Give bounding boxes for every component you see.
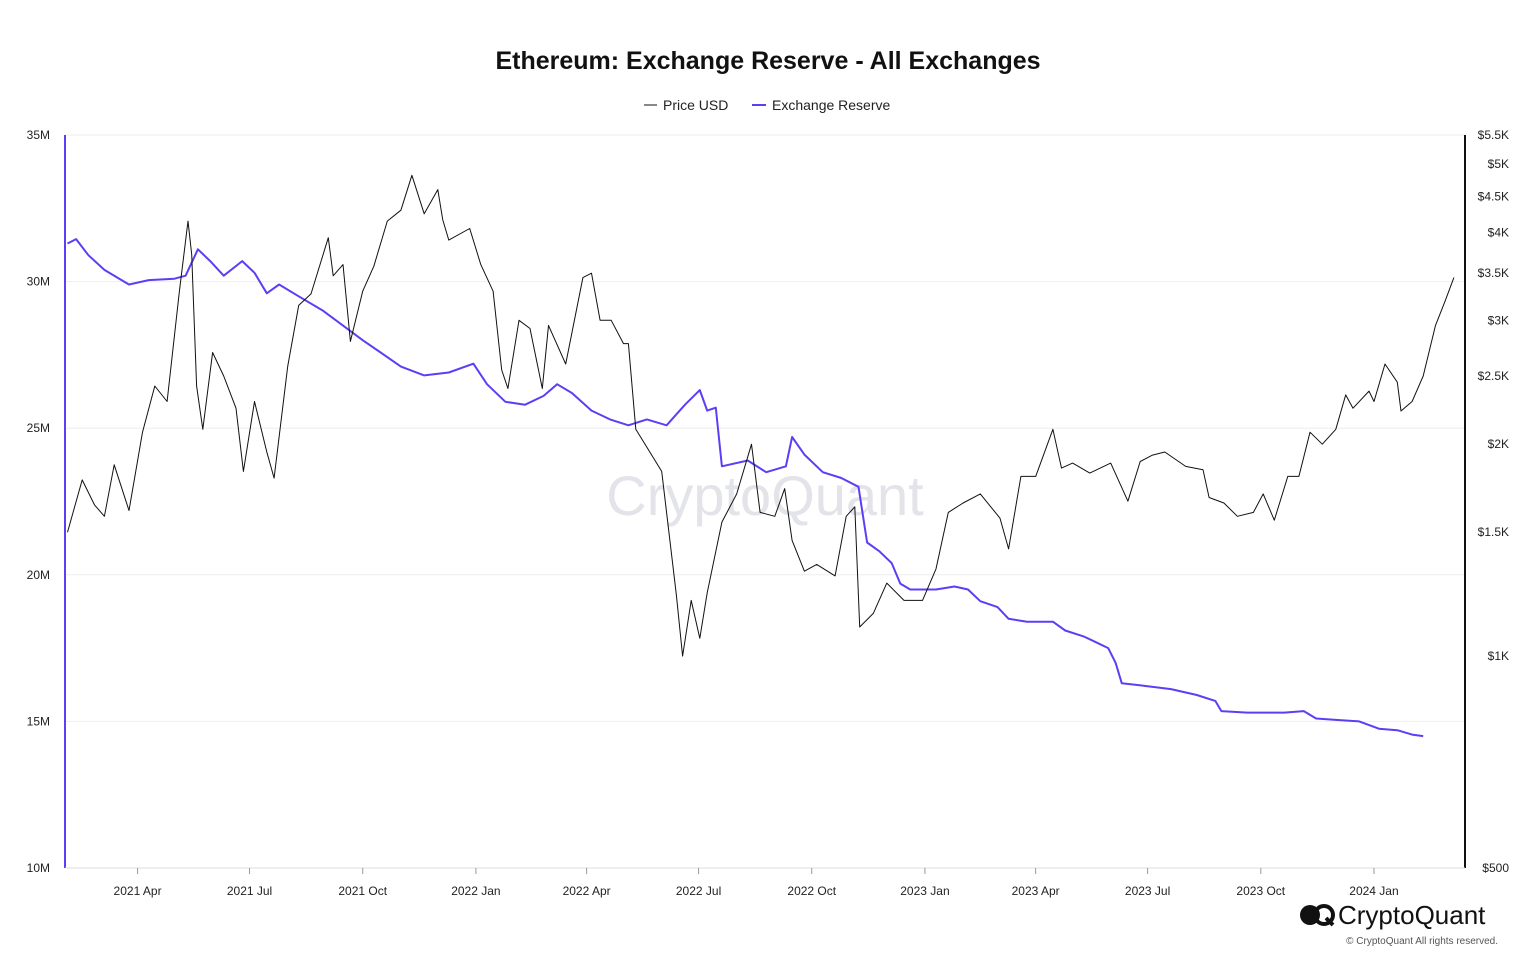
watermark: CryptoQuant xyxy=(606,464,924,527)
x-tick-label: 2021 Apr xyxy=(114,884,162,898)
left-tick-label: 25M xyxy=(27,421,50,435)
x-tick-label: 2023 Jan xyxy=(900,884,949,898)
left-y-axis: 10M 15M 20M 25M 30M 35M xyxy=(27,128,50,875)
x-tick-label: 2022 Oct xyxy=(787,884,836,898)
left-tick-label: 20M xyxy=(27,568,50,582)
x-tick-label: 2022 Jul xyxy=(676,884,721,898)
brand-block: CryptoQuant © CryptoQuant All rights res… xyxy=(1300,900,1498,947)
x-tick-label: 2024 Jan xyxy=(1349,884,1398,898)
right-tick-label: $5K xyxy=(1488,157,1509,171)
right-tick-label: $1K xyxy=(1488,649,1509,663)
left-tick-label: 15M xyxy=(27,714,50,728)
right-tick-label: $500 xyxy=(1482,861,1509,875)
left-tick-label: 35M xyxy=(27,128,50,142)
right-tick-label: $5.5K xyxy=(1478,128,1509,142)
right-tick-label: $4.5K xyxy=(1478,189,1509,203)
right-tick-label: $2K xyxy=(1488,437,1509,451)
exchange-reserve-line xyxy=(67,238,1424,738)
x-tick-label: 2022 Jan xyxy=(451,884,500,898)
x-tick-label: 2023 Apr xyxy=(1012,884,1060,898)
price-usd-line xyxy=(67,174,1455,657)
right-tick-label: $4K xyxy=(1488,225,1509,239)
series-layer xyxy=(67,174,1455,738)
copyright-text: © CryptoQuant All rights reserved. xyxy=(1346,936,1498,947)
right-tick-label: $3K xyxy=(1488,313,1509,327)
cryptoquant-logo-icon xyxy=(1300,904,1335,927)
right-tick-label: $1.5K xyxy=(1478,525,1509,539)
x-tick-label: 2023 Jul xyxy=(1125,884,1170,898)
legend-reserve-label[interactable]: Exchange Reserve xyxy=(772,97,891,113)
x-tick-label: 2022 Apr xyxy=(563,884,611,898)
legend-price-label[interactable]: Price USD xyxy=(663,97,728,113)
x-axis: 2021 Apr 2021 Jul 2021 Oct 2022 Jan 2022 Apr… xyxy=(114,868,1399,898)
x-tick-label: 2023 Oct xyxy=(1236,884,1285,898)
x-tick-label: 2021 Oct xyxy=(338,884,387,898)
right-tick-label: $3.5K xyxy=(1478,266,1509,280)
left-tick-label: 10M xyxy=(27,861,50,875)
legend[interactable]: Price USD Exchange Reserve xyxy=(644,97,891,113)
chart-title: Ethereum: Exchange Reserve - All Exchang… xyxy=(495,47,1040,75)
brand-name: CryptoQuant xyxy=(1338,900,1486,930)
x-tick-label: 2021 Jul xyxy=(227,884,272,898)
left-tick-label: 30M xyxy=(27,275,50,289)
right-y-axis: $500 $1K $1.5K $2K $2.5K $3K $3.5K $4K $4.5K $5K $… xyxy=(1478,128,1510,875)
right-tick-label: $2.5K xyxy=(1478,369,1509,383)
